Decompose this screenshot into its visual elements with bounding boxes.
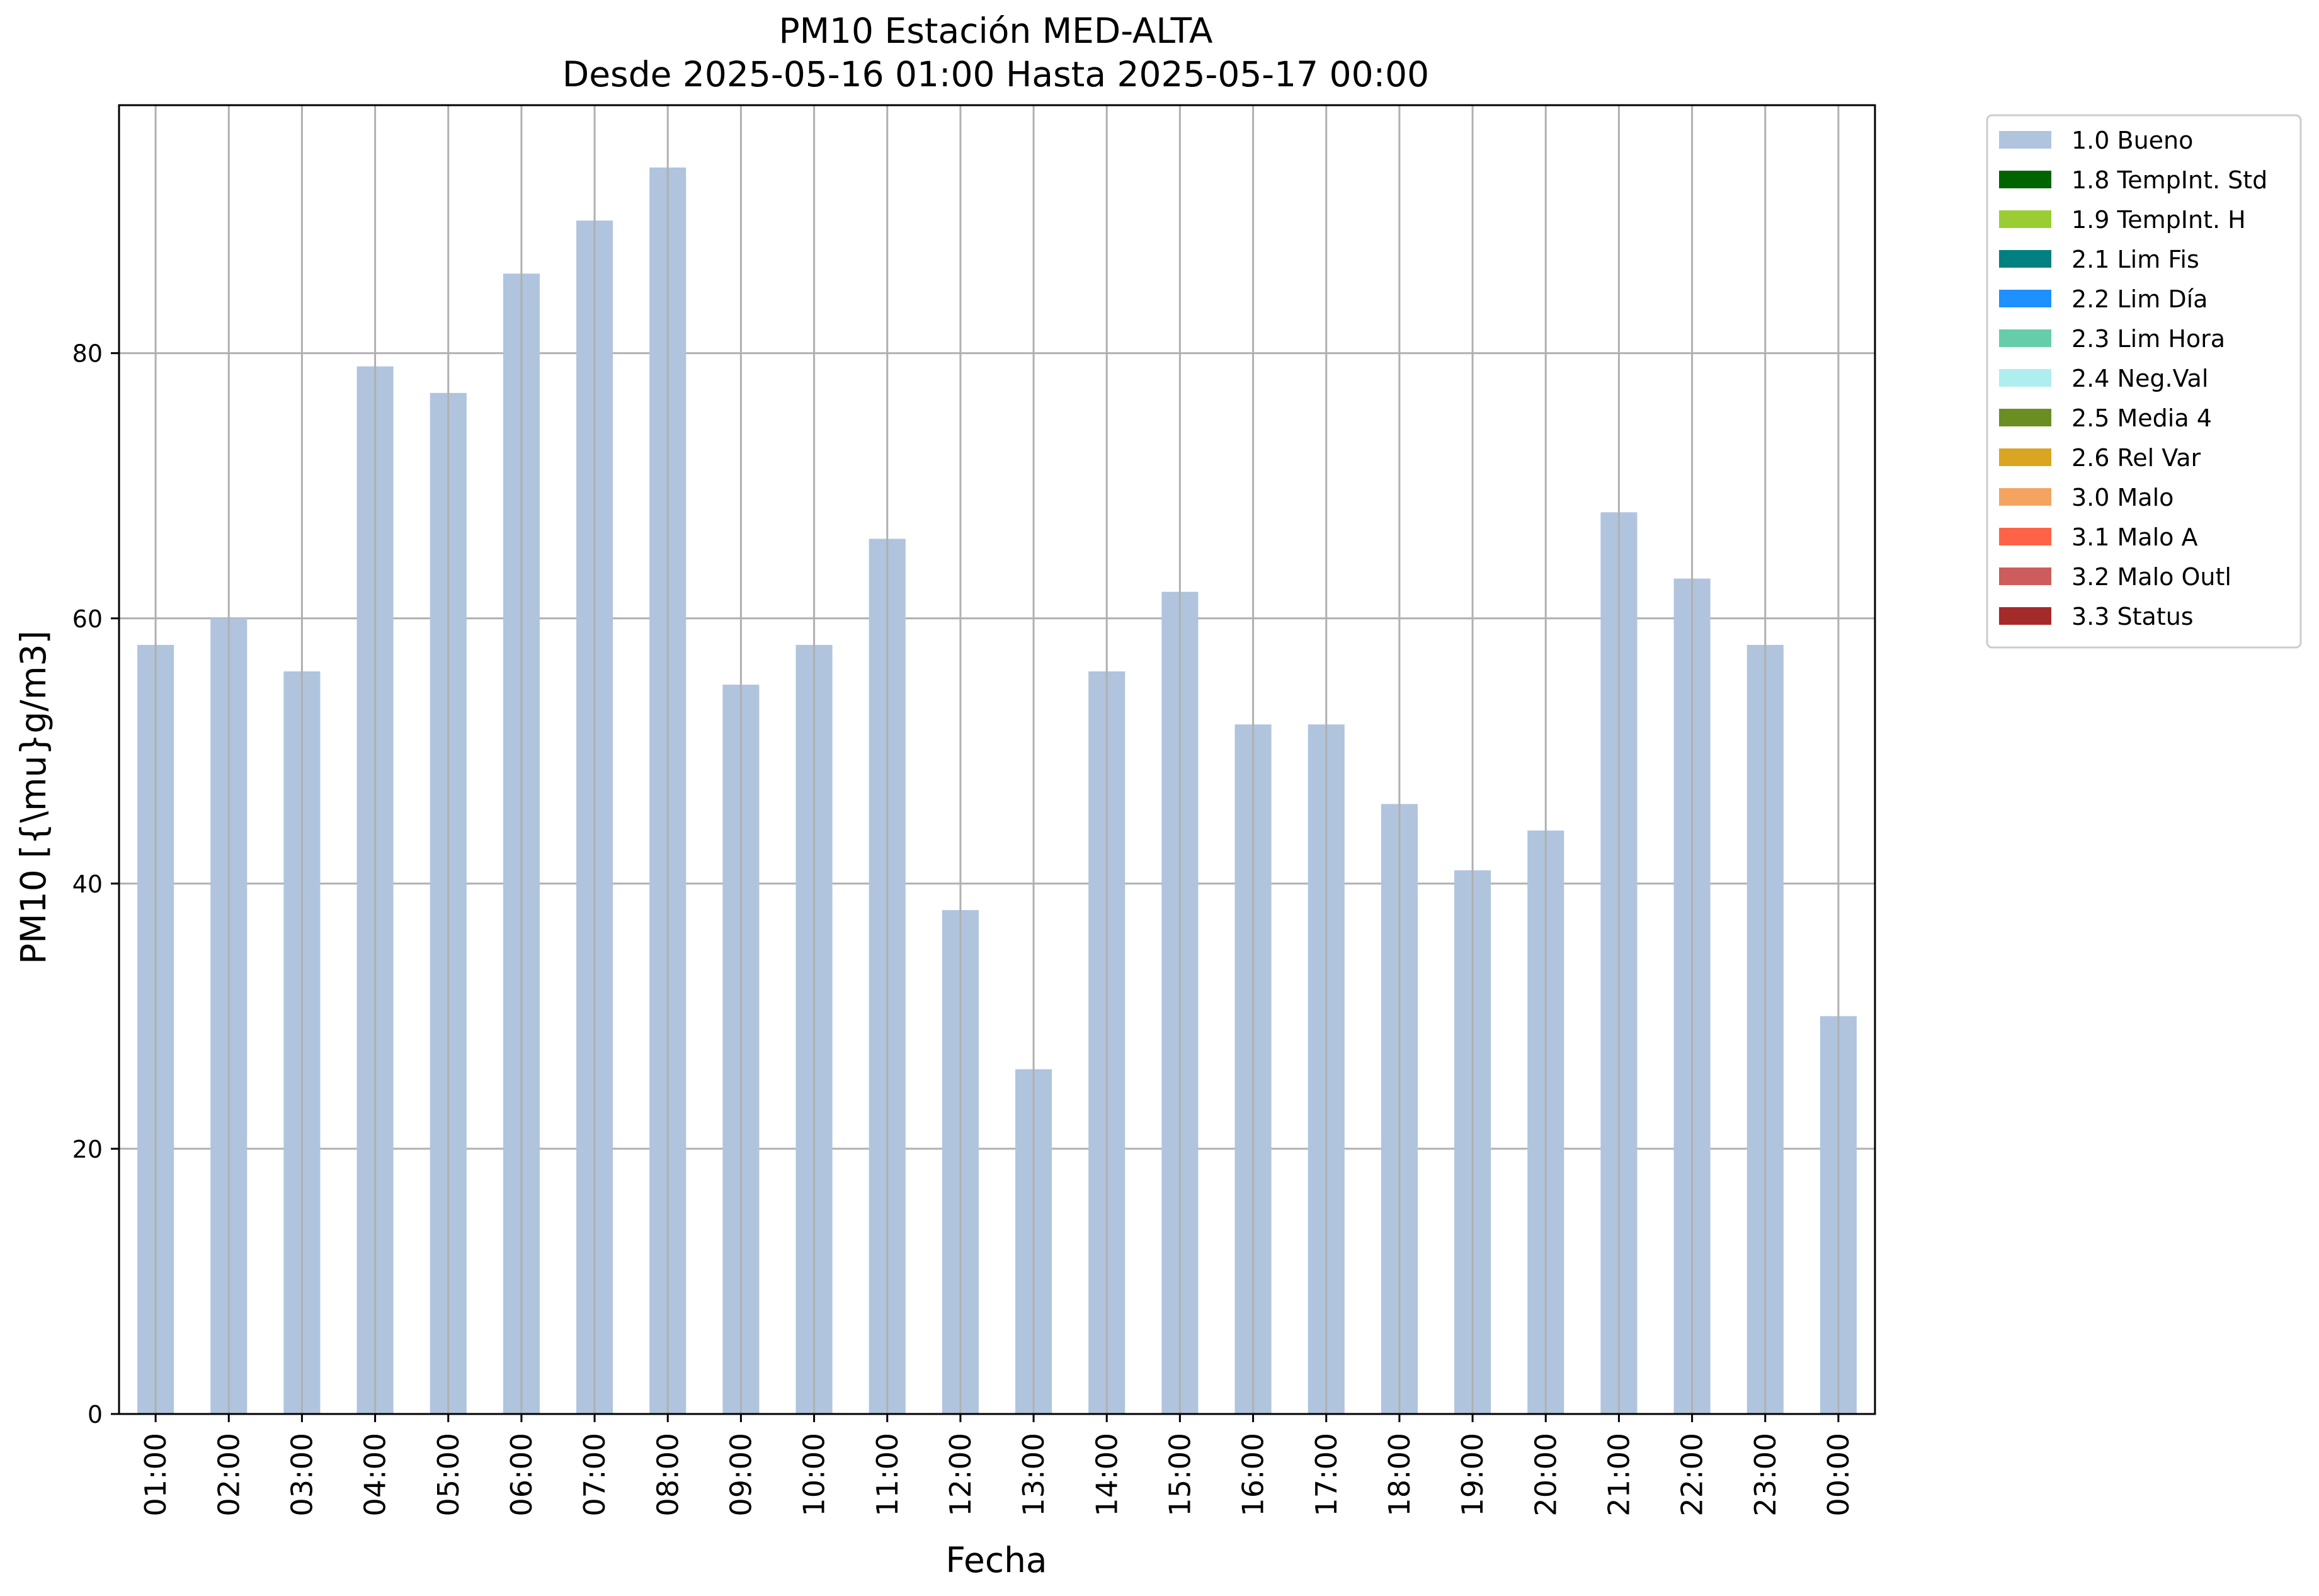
- x-tick-label: 07:00: [578, 1433, 612, 1517]
- legend-swatch: [1999, 528, 2051, 545]
- x-tick-label: 14:00: [1090, 1433, 1124, 1517]
- legend-label: 2.6 Rel Var: [2071, 444, 2201, 472]
- x-axis-ticks: 01:00 02:00 03:00 04:00 05:00 06:00 07:00 08:00…: [139, 1414, 1855, 1517]
- legend-swatch: [1999, 567, 2051, 585]
- legend-label: 3.1 Malo A: [2071, 523, 2197, 551]
- x-tick-label: 19:00: [1456, 1433, 1490, 1517]
- x-tick-label: 08:00: [651, 1433, 685, 1517]
- chart-title: PM10 Estación MED-ALTA: [778, 11, 1212, 51]
- legend-label: 2.3 Lim Hora: [2071, 325, 2225, 353]
- legend-swatch: [1999, 171, 2051, 188]
- y-tick-label: 40: [72, 870, 103, 898]
- x-tick-label: 01:00: [139, 1433, 173, 1517]
- y-axis-ticks: 0 20 40 60 80: [72, 340, 119, 1428]
- legend-swatch: [1999, 131, 2051, 149]
- x-tick-label: 11:00: [870, 1433, 904, 1517]
- legend-box: [1986, 114, 2302, 649]
- x-tick-label: 15:00: [1163, 1433, 1197, 1517]
- x-tick-label: 12:00: [943, 1433, 977, 1517]
- plot-frame: [118, 104, 1876, 1415]
- x-tick-label: 06:00: [504, 1433, 538, 1517]
- y-tick-label: 80: [72, 340, 103, 368]
- x-tick-label: 20:00: [1529, 1433, 1563, 1517]
- x-tick-label: 16:00: [1236, 1433, 1270, 1517]
- y-axis-label: PM10 [{\mu}g/m3]: [13, 630, 54, 964]
- x-tick-label: 09:00: [724, 1433, 758, 1517]
- x-tick-label: 18:00: [1382, 1433, 1416, 1517]
- x-tick-label: 03:00: [285, 1433, 319, 1517]
- legend-label: 3.2 Malo Outl: [2071, 563, 2231, 591]
- legend-label: 2.4 Neg.Val: [2071, 365, 2208, 392]
- x-tick-label: 10:00: [797, 1433, 831, 1517]
- legend-label: 2.2 Lim Día: [2071, 285, 2208, 313]
- legend-swatch: [1999, 607, 2051, 625]
- x-axis-label: Fecha: [945, 1540, 1047, 1580]
- x-tick-label: 05:00: [431, 1433, 465, 1517]
- legend-label: 1.0 Bueno: [2071, 127, 2193, 154]
- x-tick-label: 02:00: [212, 1433, 246, 1517]
- legend-label: 3.3 Status: [2071, 603, 2194, 630]
- chart-subtitle: Desde 2025-05-16 01:00 Hasta 2025-05-17 …: [562, 54, 1429, 94]
- x-tick-label: 17:00: [1309, 1433, 1343, 1517]
- legend-swatch: [1999, 329, 2051, 347]
- x-tick-label: 00:00: [1821, 1433, 1855, 1517]
- legend-label: 2.5 Media 4: [2071, 404, 2212, 432]
- legend-swatch: [1999, 448, 2051, 466]
- legend-swatch: [1999, 409, 2051, 426]
- vertical-grid: [154, 105, 1840, 1414]
- legend-label: 3.0 Malo: [2071, 484, 2174, 511]
- y-tick-label: 60: [72, 605, 103, 633]
- legend-label: 2.1 Lim Fis: [2071, 246, 2199, 273]
- bars: [137, 167, 1857, 1415]
- legend: 1.0 Bueno 1.8 TempInt. Std 1.9 TempInt. H 2…: [1986, 114, 2302, 649]
- legend-swatch: [1999, 210, 2051, 228]
- y-tick-label: 20: [72, 1136, 103, 1163]
- x-tick-label: 21:00: [1602, 1433, 1636, 1517]
- legend-swatch: [1999, 488, 2051, 506]
- y-tick-label: 0: [88, 1401, 103, 1428]
- x-tick-label: 13:00: [1017, 1433, 1051, 1517]
- x-tick-label: 22:00: [1675, 1433, 1709, 1517]
- legend-swatch: [1999, 250, 2051, 268]
- legend-swatch: [1999, 369, 2051, 387]
- legend-label: 1.8 TempInt. Std: [2071, 166, 2267, 194]
- legend-swatch: [1999, 290, 2051, 307]
- x-tick-label: 04:00: [358, 1433, 392, 1517]
- x-tick-label: 23:00: [1748, 1433, 1782, 1517]
- legend-label: 1.9 TempInt. H: [2071, 206, 2246, 234]
